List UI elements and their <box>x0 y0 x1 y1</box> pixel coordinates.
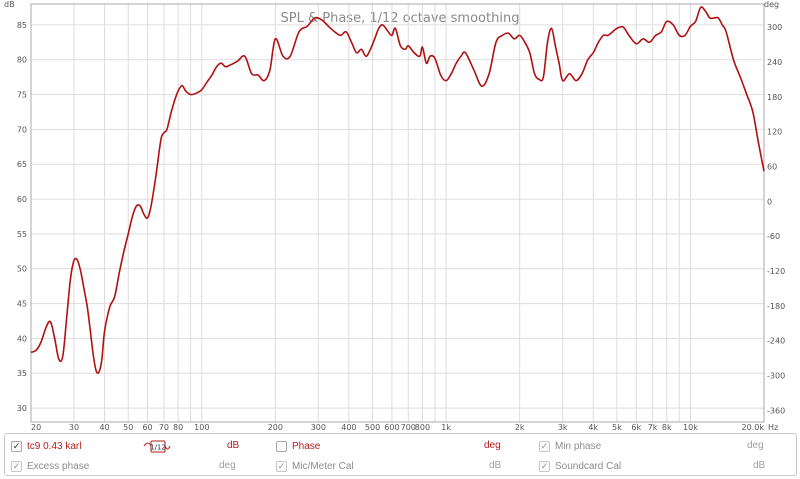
y-axis-unit-left: dB <box>4 0 15 9</box>
y2-tick-label: 0 <box>767 197 772 206</box>
y-tick-label: 45 <box>17 300 27 309</box>
checkbox-mic-cal[interactable]: ✓ <box>276 460 287 472</box>
x-tick-label: 4k <box>588 423 598 430</box>
legend-item-soundcard-cal[interactable]: ✓ Soundcard Cal <box>539 459 621 473</box>
y-tick-label: 60 <box>17 195 27 204</box>
x-tick-label: 30 <box>69 423 79 430</box>
legend-unit-min-phase: deg <box>747 440 764 451</box>
legend-unit-tc9: dB <box>227 440 240 451</box>
y2-tick-label: -300 <box>767 372 785 381</box>
x-tick-label: 50 <box>123 423 133 430</box>
x-tick-label: 400 <box>341 423 356 430</box>
x-tick-label: 60 <box>142 423 152 430</box>
x-tick-label: 600 <box>384 423 399 430</box>
legend-label-phase: Phase <box>292 440 321 452</box>
checkbox-phase[interactable] <box>276 440 287 452</box>
x-tick-label: 2k <box>515 423 525 430</box>
x-tick-label: 700 <box>401 423 416 430</box>
y2-tick-label: 120 <box>767 128 782 137</box>
x-tick-label: 500 <box>365 423 380 430</box>
y-tick-label: 85 <box>17 21 27 30</box>
x-tick-label: 10k <box>683 423 698 430</box>
x-tick-label: 800 <box>415 423 430 430</box>
y-tick-label: 35 <box>17 369 27 378</box>
x-tick-label: 300 <box>311 423 326 430</box>
legend-label-mic-cal: Mic/Meter Cal <box>292 460 354 472</box>
plot-frame <box>30 3 765 423</box>
y-tick-label: 30 <box>17 404 27 413</box>
legend-item-excess-phase[interactable]: ✓ Excess phase <box>11 459 89 473</box>
x-tick-label: 6k <box>631 423 641 430</box>
x-tick-label: 20 <box>31 423 41 430</box>
checkbox-excess-phase[interactable]: ✓ <box>11 460 22 472</box>
y2-tick-label: 300 <box>767 23 782 32</box>
y2-tick-label: 60 <box>767 163 777 172</box>
legend-label-min-phase: Min phase <box>555 440 602 452</box>
y-tick-label: 80 <box>17 56 27 65</box>
y2-tick-label: -360 <box>767 406 785 415</box>
legend-label-soundcard-cal: Soundcard Cal <box>555 460 622 472</box>
x-tick-label: 70 <box>159 423 169 430</box>
y-tick-label: 50 <box>17 265 27 274</box>
y-tick-label: 75 <box>17 91 27 100</box>
x-tick-label: 20.0k <box>742 423 765 430</box>
legend-label-excess-phase: Excess phase <box>27 460 90 472</box>
spl-phase-chart: SPL & Phase, 1/12 octave smoothing dB de… <box>4 0 785 430</box>
y2-tick-label: -240 <box>767 337 785 346</box>
smoothing-icon[interactable]: 1/12 <box>143 439 171 453</box>
y-tick-label: 55 <box>17 230 27 239</box>
x-tick-label: 1k <box>441 423 451 430</box>
smoothing-value: 1/12 <box>150 444 166 452</box>
legend-item-min-phase[interactable]: ✓ Min phase <box>539 439 601 453</box>
series-layer <box>30 6 765 375</box>
legend-item-phase[interactable]: Phase <box>276 439 320 453</box>
x-tick-label: 5k <box>612 423 622 430</box>
grid-lines <box>31 4 764 422</box>
x-tick-label: 7k <box>648 423 658 430</box>
y-tick-label: 70 <box>17 125 27 134</box>
series-line-tc9 <box>30 6 765 375</box>
y2-tick-label: -60 <box>767 232 780 241</box>
checkbox-min-phase[interactable]: ✓ <box>539 440 550 452</box>
x-tick-label: 40 <box>99 423 109 430</box>
checkbox-soundcard-cal[interactable]: ✓ <box>539 460 550 472</box>
chart-title: SPL & Phase, 1/12 octave smoothing <box>281 11 520 26</box>
y-tick-labels-left: 30 35 40 45 50 55 60 65 70 75 80 85 <box>17 21 27 413</box>
legend-unit-phase: deg <box>484 440 501 451</box>
y2-tick-label: 240 <box>767 58 782 67</box>
legend-row-1: ✓ tc9 0.43 karl 1/12 dB Phase deg ✓ Min … <box>5 436 796 456</box>
y-axis-unit-right: deg <box>764 0 779 9</box>
legend-panel: ✓ tc9 0.43 karl 1/12 dB Phase deg ✓ Min … <box>4 433 797 476</box>
legend-unit-mic-cal: dB <box>489 460 502 471</box>
y2-tick-label: -180 <box>767 302 785 311</box>
y2-tick-label: 180 <box>767 93 782 102</box>
checkbox-tc9[interactable]: ✓ <box>11 440 22 452</box>
legend-item-tc9[interactable]: ✓ tc9 0.43 karl <box>11 439 81 453</box>
legend-item-mic-cal[interactable]: ✓ Mic/Meter Cal <box>276 459 354 473</box>
legend-row-2: ✓ Excess phase deg ✓ Mic/Meter Cal dB ✓ … <box>5 456 796 476</box>
y2-tick-label: -120 <box>767 267 785 276</box>
x-tick-label: 8k <box>662 423 672 430</box>
y-tick-labels-right: -360 -300 -240 -180 -120 -60 0 60 120 180 240 300 <box>767 23 785 415</box>
legend-unit-soundcard-cal: dB <box>753 460 766 471</box>
y-tick-label: 65 <box>17 160 27 169</box>
x-axis-unit: Hz <box>768 423 778 430</box>
x-tick-label: 3k <box>558 423 568 430</box>
x-tick-label: 80 <box>173 423 183 430</box>
x-tick-label: 200 <box>268 423 283 430</box>
y-tick-label: 40 <box>17 334 27 343</box>
legend-unit-excess-phase: deg <box>219 460 236 471</box>
x-tick-label: 100 <box>194 423 209 430</box>
legend-label-tc9: tc9 0.43 karl <box>27 440 82 452</box>
